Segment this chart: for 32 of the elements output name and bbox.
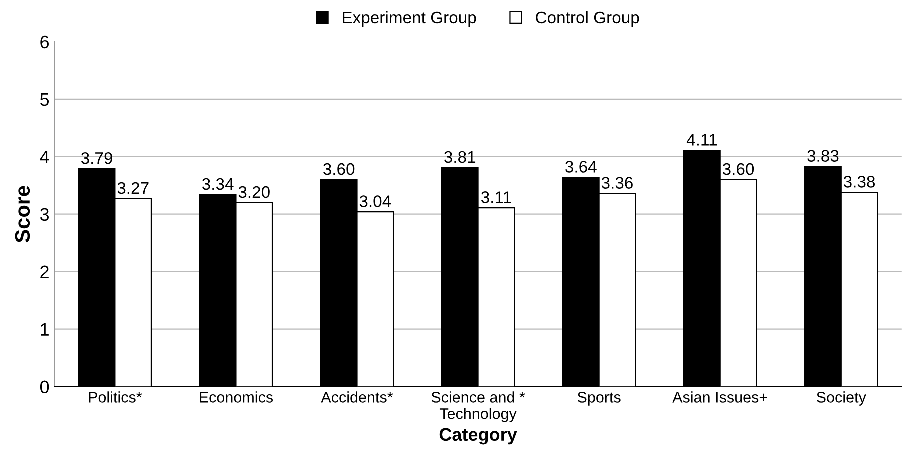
x-tick-label: Asian Issues+	[672, 392, 768, 403]
x-tick-label: Economics	[200, 392, 274, 403]
y-tick-label: 5	[40, 94, 50, 106]
data-label: 3.60	[722, 163, 754, 176]
data-label: 3.34	[202, 178, 234, 190]
y-axis-title: Score	[15, 186, 30, 243]
y-tick-label: 2	[40, 266, 49, 278]
data-label: 4.11	[686, 134, 717, 146]
data-label: 3.81	[444, 151, 476, 164]
y-tick-label: 6	[40, 36, 50, 49]
data-label: 3.04	[360, 196, 392, 208]
x-tick-label: Politics*	[89, 392, 142, 403]
data-label: 3.79	[81, 152, 112, 164]
y-tick-label: 0	[40, 380, 50, 394]
data-label: 3.83	[808, 150, 839, 162]
x-tick-label: Accidents*	[321, 392, 394, 403]
legend-label: Experiment Group	[343, 11, 476, 27]
x-tick-label: Society	[817, 392, 866, 406]
y-tick-label: 1	[41, 323, 49, 336]
data-label: 3.20	[238, 186, 270, 198]
y-tick-label: 4	[40, 151, 50, 164]
data-label: 3.11	[481, 192, 512, 204]
data-label: 3.36	[602, 177, 633, 189]
x-tick-label: Science and * Technology	[432, 392, 526, 422]
data-label: 3.27	[118, 182, 149, 194]
x-axis-title: Category	[440, 428, 518, 445]
y-tick-label: 3	[40, 208, 50, 222]
data-label: 3.38	[844, 176, 876, 188]
legend-label: Control Group	[536, 11, 640, 27]
data-label: 3.64	[566, 161, 597, 173]
x-tick-label: Sports	[578, 392, 621, 406]
data-label: 3.60	[324, 163, 355, 176]
